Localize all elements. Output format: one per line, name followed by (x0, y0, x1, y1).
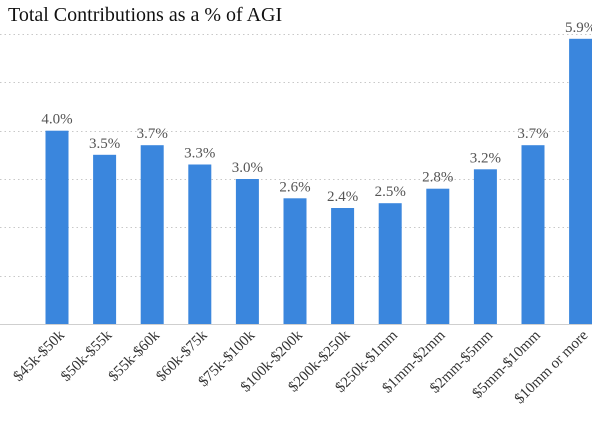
data-label-10: 3.7% (517, 126, 548, 142)
gridlines (0, 34, 592, 325)
data-label-3: 3.3% (184, 146, 215, 162)
bar-8 (426, 188, 450, 324)
bar-2 (140, 145, 164, 324)
data-label-8: 2.8% (422, 170, 453, 186)
bar-9 (473, 169, 497, 324)
bar-0 (45, 130, 69, 324)
data-label-1: 3.5% (89, 136, 120, 152)
bar-7 (378, 203, 402, 324)
bar-11 (569, 38, 592, 325)
data-label-11: 5.9% (565, 20, 592, 36)
bar-10 (521, 145, 545, 324)
bar-6 (331, 208, 355, 324)
bars (45, 38, 592, 325)
data-label-4: 3.0% (232, 160, 263, 176)
bar-3 (188, 164, 212, 324)
data-label-7: 2.5% (375, 184, 406, 200)
data-label-6: 2.4% (327, 189, 358, 205)
data-label-2: 3.7% (137, 126, 168, 142)
x-tick-labels: $45k-$50k$50k-$55k$55k-$60k$60k-$75k$75k… (11, 327, 592, 407)
bar-5 (283, 198, 307, 324)
data-label-0: 4.0% (41, 112, 72, 128)
data-label-5: 2.6% (279, 179, 310, 195)
data-labels: 4.0% 3.5% 3.7% 3.3% 3.0% 2.6% 2.4% 2.5% 2.8% 3.2%… (41, 20, 592, 205)
bar-4 (235, 179, 259, 324)
bar-1 (93, 154, 117, 324)
data-label-9: 3.2% (470, 150, 501, 166)
chart-title: Total Contributions as a % of AGI (8, 4, 283, 26)
